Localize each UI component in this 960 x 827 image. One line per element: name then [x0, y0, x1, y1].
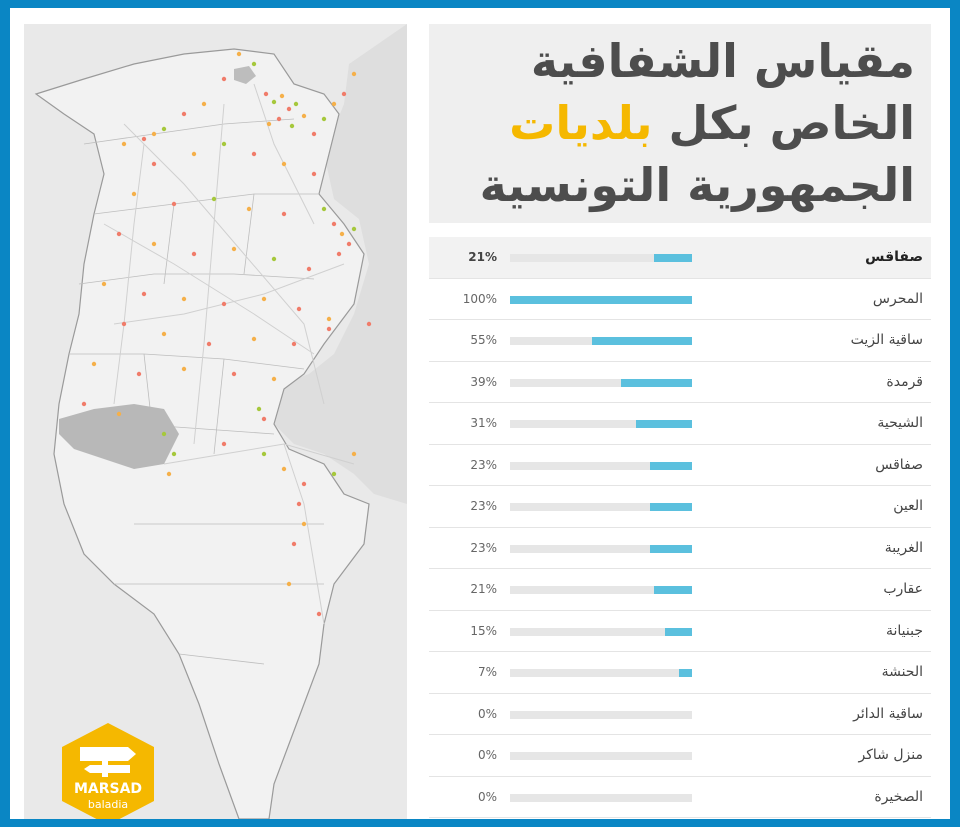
chart-row[interactable]: 100% المحرس [429, 279, 931, 320]
bar [635, 420, 692, 428]
bar-track [510, 752, 692, 760]
bar-value-label: 23% [470, 457, 497, 472]
bar-track [510, 503, 692, 511]
chart-row[interactable]: 0% ساقية الدائر [429, 694, 931, 735]
bar [679, 669, 692, 677]
logo-name: MARSAD [73, 781, 143, 797]
bar [591, 337, 692, 345]
bar-track [510, 793, 692, 802]
municipality-dots [81, 51, 372, 617]
bar-track [510, 461, 692, 470]
bar [664, 627, 692, 636]
bar-track [510, 295, 692, 304]
bar-value-label: 100% [462, 291, 497, 306]
bar-value-label: 7% [477, 665, 497, 679]
bar [650, 544, 692, 553]
chart-row[interactable]: 55% ساقية الزيت [429, 320, 931, 362]
chart-row[interactable]: 15% جبنيانة [429, 611, 931, 652]
bar [653, 586, 692, 594]
chart-row[interactable]: 39% قرمدة [429, 362, 931, 403]
title-line-3: الجمهورية التونسية [479, 158, 915, 212]
category-label: صفاقس [865, 249, 923, 265]
chart-row[interactable]: 23% صفاقس [429, 445, 931, 486]
title-line-2-text: الخاص بكل [668, 96, 915, 150]
bar-track [510, 710, 692, 719]
map-svg [34, 24, 407, 819]
bar-track [510, 669, 692, 677]
chart-row[interactable]: 23% العين [429, 486, 931, 528]
category-label: ساقية الدائر [853, 705, 923, 722]
title-line-2: الخاص بكل بلديات [429, 92, 915, 154]
chart-row[interactable]: 21% صفاقس [429, 237, 931, 279]
bar-value-label: 21% [470, 582, 497, 596]
category-label: الغريبة [884, 539, 923, 556]
bar-value-label: 0% [477, 748, 497, 762]
category-label: جبنيانة [886, 622, 923, 639]
category-label: الحنشة [881, 664, 923, 680]
logo-sub: baladia [87, 798, 129, 811]
tunisia-map[interactable]: MARSAD baladia [24, 24, 407, 819]
small-lake [234, 66, 256, 84]
bar-value-label: 0% [477, 789, 497, 804]
country-border [34, 48, 370, 819]
bar [653, 254, 692, 262]
bar-track [510, 337, 692, 345]
category-label: المحرس [872, 290, 923, 307]
bar-track [510, 627, 692, 636]
bar-track [510, 544, 692, 553]
category-label: صفاقس [875, 456, 923, 473]
category-label: قرمدة [886, 373, 923, 390]
bar [650, 461, 692, 470]
ranking-bar-chart: 21% صفاقس 100% المحرس 55% ساقية الزيت 39% قرمدة… [429, 237, 931, 818]
category-label: منزل شاكر [858, 747, 923, 763]
category-label: عقارب [883, 581, 923, 597]
bar-value-label: 21% [468, 250, 497, 264]
chart-row[interactable]: 0% منزل شاكر [429, 735, 931, 777]
title-highlight-word: بلديات [509, 96, 653, 150]
bar [621, 378, 692, 387]
bar-value-label: 15% [470, 623, 497, 638]
salt-lake [59, 404, 179, 469]
logo-badge [62, 723, 154, 819]
chart-row[interactable]: 21% عقارب [429, 569, 931, 611]
bar [650, 503, 692, 511]
bar [510, 295, 692, 304]
bar-track [510, 420, 692, 428]
bar-value-label: 23% [470, 499, 497, 513]
category-label: العين [893, 498, 923, 514]
bar-value-label: 23% [470, 540, 497, 555]
bar-value-label: 0% [477, 706, 497, 721]
sea-area [274, 24, 407, 504]
category-label: الشيحية [877, 415, 923, 431]
marsad-logo: MARSAD baladia [60, 721, 156, 819]
bar-value-label: 39% [470, 374, 497, 389]
title-line-1: مقياس الشفافية [530, 34, 915, 88]
chart-row[interactable]: 31% الشيحية [429, 403, 931, 445]
bar-track [510, 254, 692, 262]
bar-track [510, 378, 692, 387]
category-label: ساقية الزيت [850, 332, 923, 348]
chart-row[interactable]: 0% الصخيرة [429, 777, 931, 818]
chart-row[interactable]: 7% الحنشة [429, 652, 931, 694]
bar-value-label: 31% [470, 416, 497, 430]
bar-track [510, 586, 692, 594]
chart-row[interactable]: 23% الغريبة [429, 528, 931, 569]
category-label: الصخيرة [874, 788, 923, 805]
bar-value-label: 55% [470, 333, 497, 347]
title-box: مقياس الشفافية الخاص بكل بلديات الجمهوري… [429, 24, 931, 223]
